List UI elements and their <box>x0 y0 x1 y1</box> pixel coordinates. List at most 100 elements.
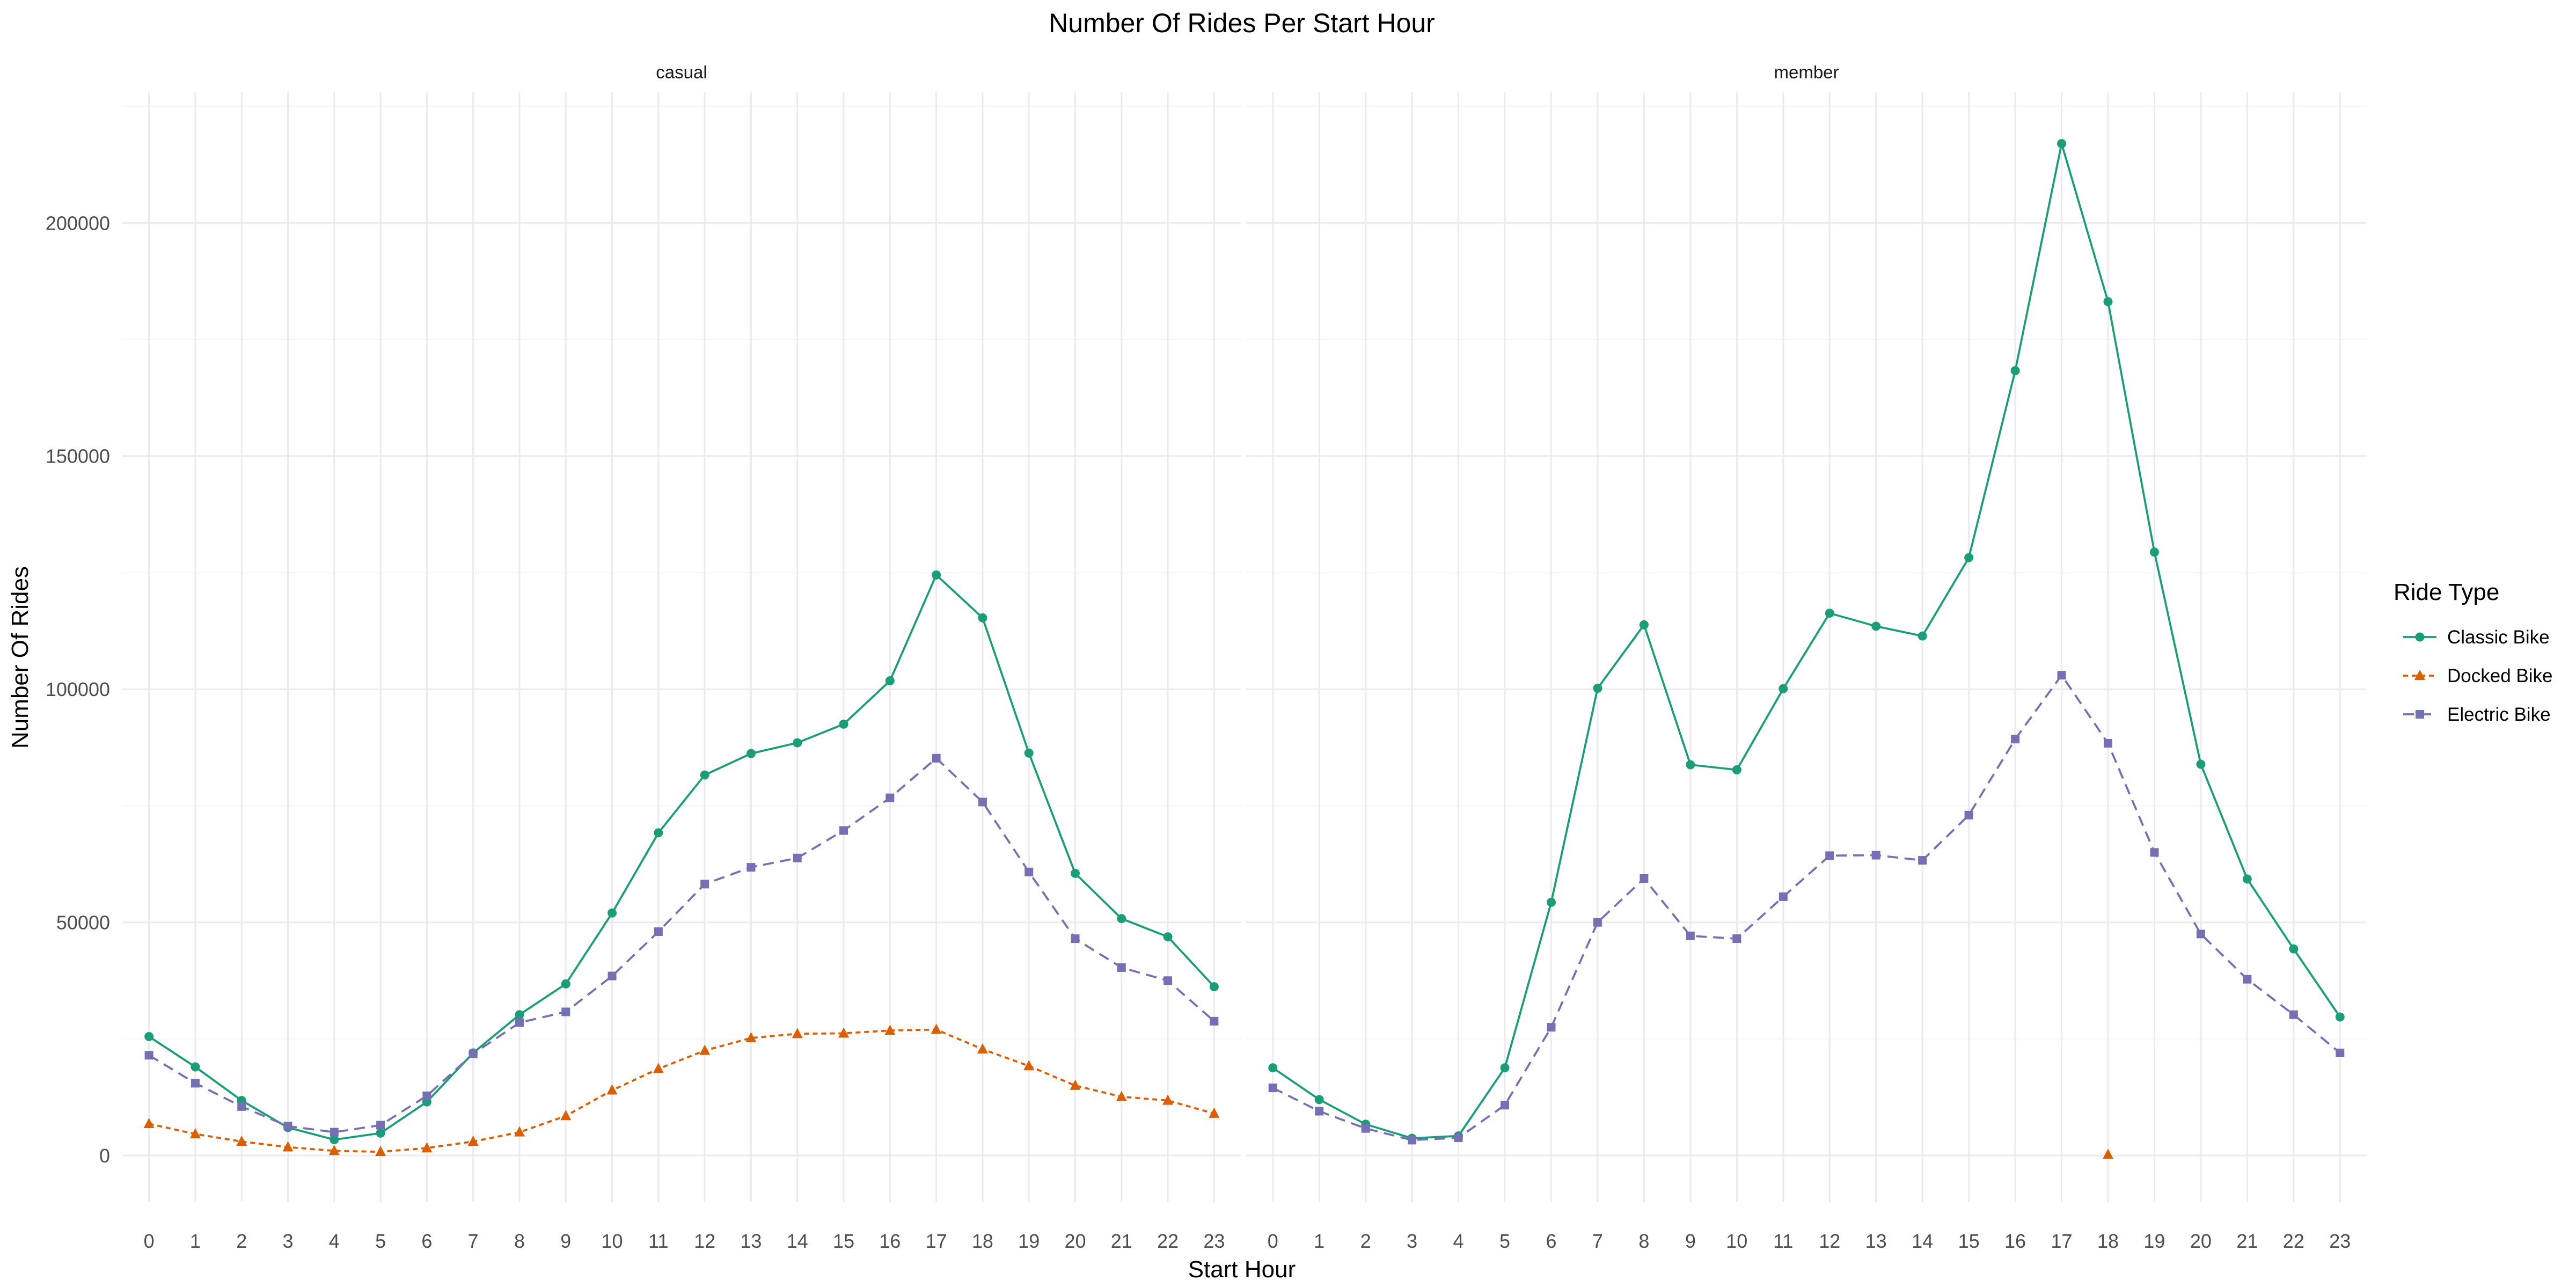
data-point-docked-bike <box>143 1118 155 1129</box>
data-point-classic-bike <box>885 676 895 686</box>
data-point-classic-bike <box>1593 683 1602 693</box>
x-tick-label: 5 <box>375 1230 386 1252</box>
x-tick-label: 9 <box>1685 1230 1696 1252</box>
chart-title: Number Of Rides Per Start Hour <box>1049 8 1435 38</box>
legend-label: Electric Bike <box>2447 704 2551 725</box>
data-point-electric-bike <box>700 880 709 889</box>
legend-label: Classic Bike <box>2447 627 2550 648</box>
data-point-classic-bike <box>1546 897 1556 907</box>
x-tick-label: 18 <box>2097 1230 2119 1252</box>
data-point-docked-bike <box>1209 1107 1220 1118</box>
data-point-electric-bike <box>1918 856 1927 865</box>
data-point-classic-bike <box>1964 553 1974 562</box>
series-electric-bike <box>1268 671 2345 1145</box>
x-tick-label: 22 <box>1157 1230 1179 1252</box>
data-point-electric-bike <box>1024 867 1034 876</box>
y-tick-label: 0 <box>99 1145 110 1167</box>
data-point-classic-bike <box>2335 1012 2345 1022</box>
x-tick-label: 12 <box>694 1230 715 1252</box>
x-tick-label: 0 <box>1268 1230 1278 1252</box>
y-tick-label: 200000 <box>46 212 110 234</box>
data-point-classic-bike <box>561 979 570 989</box>
data-point-electric-bike <box>2243 975 2252 984</box>
data-point-electric-bike <box>1315 1107 1324 1116</box>
x-tick-label: 4 <box>1453 1230 1464 1252</box>
data-point-electric-bike <box>237 1102 246 1111</box>
data-point-classic-bike <box>1500 1063 1510 1073</box>
x-tick-label: 18 <box>972 1230 993 1252</box>
data-point-docked-bike <box>467 1136 479 1146</box>
legend-title: Ride Type <box>2394 579 2499 605</box>
data-point-electric-bike <box>1779 892 1788 901</box>
x-tick-label: 16 <box>2004 1230 2026 1252</box>
data-point-docked-bike <box>2102 1148 2113 1159</box>
data-point-classic-bike <box>700 770 709 780</box>
data-point-electric-bike <box>283 1122 292 1131</box>
x-tick-label: 3 <box>282 1230 293 1252</box>
data-point-classic-bike <box>839 719 848 729</box>
facet-label-member: member <box>1774 62 1839 82</box>
x-tick-label: 20 <box>2190 1230 2212 1252</box>
data-point-electric-bike <box>932 753 941 763</box>
x-tick-label: 19 <box>2143 1230 2165 1252</box>
x-tick-label: 20 <box>1064 1230 1086 1252</box>
legend-entry-electric-bike: Electric Bike <box>2403 704 2551 725</box>
x-tick-label: 7 <box>1592 1230 1603 1252</box>
legend-key-marker <box>2415 632 2425 642</box>
data-point-electric-bike <box>654 927 663 936</box>
x-tick-label: 11 <box>1773 1230 1793 1252</box>
data-point-electric-bike <box>747 863 756 872</box>
data-point-electric-bike <box>839 826 848 835</box>
x-tick-label: 2 <box>236 1230 247 1252</box>
series-line-electric-bike <box>1272 673 2341 1141</box>
data-point-classic-bike <box>608 908 617 918</box>
data-point-electric-bike <box>515 1018 524 1027</box>
data-point-electric-bike <box>2057 671 2066 680</box>
data-point-classic-bike <box>1732 765 1741 775</box>
x-tick-label: 2 <box>1360 1230 1371 1252</box>
data-point-electric-bike <box>330 1128 339 1137</box>
x-tick-label: 11 <box>648 1230 668 1252</box>
data-point-classic-bike <box>330 1135 339 1145</box>
data-point-electric-bike <box>1825 851 1834 860</box>
x-tick-label: 6 <box>421 1230 432 1252</box>
legend-label: Docked Bike <box>2447 665 2552 686</box>
data-point-classic-bike <box>144 1032 154 1042</box>
data-point-electric-bike <box>191 1079 200 1088</box>
data-point-docked-bike <box>421 1142 433 1153</box>
x-tick-label: 6 <box>1546 1230 1556 1252</box>
data-point-docked-bike <box>745 1032 757 1043</box>
x-tick-label: 12 <box>1819 1230 1840 1252</box>
data-point-docked-bike <box>1070 1079 1081 1090</box>
y-tick-label: 50000 <box>56 912 110 934</box>
x-tick-label: 15 <box>833 1230 854 1252</box>
data-point-electric-bike <box>376 1121 385 1130</box>
series-line-docked-bike <box>149 1028 1214 1153</box>
data-point-classic-bike <box>1639 620 1649 630</box>
data-point-classic-bike <box>1918 631 1927 641</box>
data-point-electric-bike <box>1732 934 1741 943</box>
x-tick-label: 23 <box>2329 1230 2351 1252</box>
series-docked-bike <box>2102 1148 2113 1159</box>
data-point-docked-bike <box>653 1063 664 1073</box>
data-point-classic-bike <box>2010 366 2020 376</box>
data-point-classic-bike <box>2289 944 2299 954</box>
data-point-electric-bike <box>1547 1023 1556 1032</box>
x-tick-label: 9 <box>560 1230 571 1252</box>
data-point-classic-bike <box>654 828 663 838</box>
x-tick-label: 14 <box>1912 1230 1933 1252</box>
x-axis-title: Start Hour <box>1188 1256 1296 1283</box>
data-point-electric-bike <box>1871 851 1880 860</box>
series-electric-bike <box>144 753 1219 1137</box>
data-point-docked-bike <box>236 1136 247 1146</box>
data-point-electric-bike <box>1501 1101 1510 1110</box>
x-tick-label: 15 <box>1958 1230 1980 1252</box>
y-tick-label: 100000 <box>46 678 110 700</box>
x-tick-label: 13 <box>1865 1230 1887 1252</box>
x-tick-label: 17 <box>2051 1230 2073 1252</box>
data-point-electric-bike <box>1686 931 1695 940</box>
data-point-classic-bike <box>376 1128 385 1138</box>
series-line-electric-bike <box>148 757 1215 1133</box>
